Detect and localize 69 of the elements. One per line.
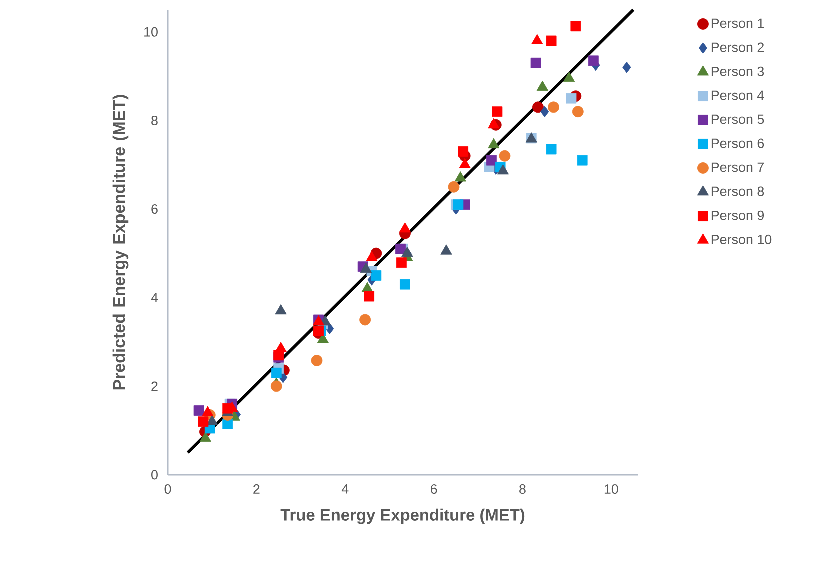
- point: [366, 251, 378, 262]
- point: [536, 80, 549, 91]
- legend-label: Person 10: [712, 234, 772, 244]
- point: [530, 58, 542, 68]
- point: [453, 200, 464, 210]
- point: [454, 172, 466, 182]
- point: [459, 158, 471, 168]
- x-tick-label: 8: [520, 484, 526, 494]
- point: [364, 291, 375, 302]
- x-tick-label: 10: [604, 484, 618, 494]
- point: [622, 62, 632, 74]
- point: [488, 138, 500, 149]
- point: [458, 146, 469, 157]
- point: [311, 355, 323, 366]
- x-tick-label: 6: [430, 484, 438, 494]
- point: [271, 368, 282, 378]
- y-tick-label: 10: [144, 27, 158, 37]
- point: [202, 406, 214, 416]
- point: [270, 380, 282, 392]
- point: [275, 304, 287, 315]
- point: [563, 72, 576, 82]
- point: [486, 155, 497, 166]
- point: [396, 244, 406, 254]
- point: [540, 106, 550, 118]
- point: [572, 106, 584, 118]
- point: [448, 181, 460, 193]
- y-axis-title: Predicted Energy Expenditure (MET): [112, 95, 129, 390]
- point: [546, 36, 557, 46]
- legend-label: Person 5: [712, 114, 764, 124]
- point: [497, 164, 510, 175]
- point: [314, 326, 324, 336]
- point: [577, 155, 588, 166]
- point: [198, 416, 209, 428]
- x-axis-title: True Energy Expenditure (MET): [280, 508, 525, 524]
- x-tick-label: 2: [254, 484, 260, 494]
- y-tick-label: 2: [152, 382, 158, 392]
- x-tick-label: 4: [342, 484, 349, 494]
- legend-label: Person 8: [712, 186, 764, 196]
- legend-label: Person 7: [712, 162, 764, 172]
- point: [566, 93, 577, 104]
- point: [499, 150, 511, 162]
- point: [546, 144, 557, 155]
- y-tick-label: 4: [151, 293, 158, 302]
- point: [400, 279, 410, 290]
- x-tick-label: 0: [164, 484, 172, 494]
- point: [492, 106, 503, 118]
- point: [532, 34, 544, 44]
- point: [588, 56, 599, 66]
- point: [360, 314, 372, 326]
- point: [399, 222, 412, 233]
- point: [194, 406, 204, 416]
- legend-label: Person 6: [712, 138, 764, 148]
- y-tick-label: 6: [152, 204, 158, 214]
- point: [570, 21, 582, 32]
- point: [200, 432, 212, 442]
- legend-label: Person 9: [712, 210, 764, 220]
- point: [371, 270, 382, 281]
- legend-label: Person 4: [712, 90, 764, 100]
- legend-label: Person 2: [712, 42, 764, 52]
- point: [440, 244, 452, 255]
- y-tick-label: 0: [152, 470, 158, 480]
- y-tick-label: 8: [152, 116, 158, 126]
- legend-label: Person 1: [712, 18, 764, 28]
- point: [275, 342, 287, 352]
- point: [396, 258, 407, 268]
- legend-label: Person 3: [712, 66, 764, 76]
- point: [360, 262, 372, 273]
- point: [532, 102, 544, 114]
- point: [548, 102, 560, 114]
